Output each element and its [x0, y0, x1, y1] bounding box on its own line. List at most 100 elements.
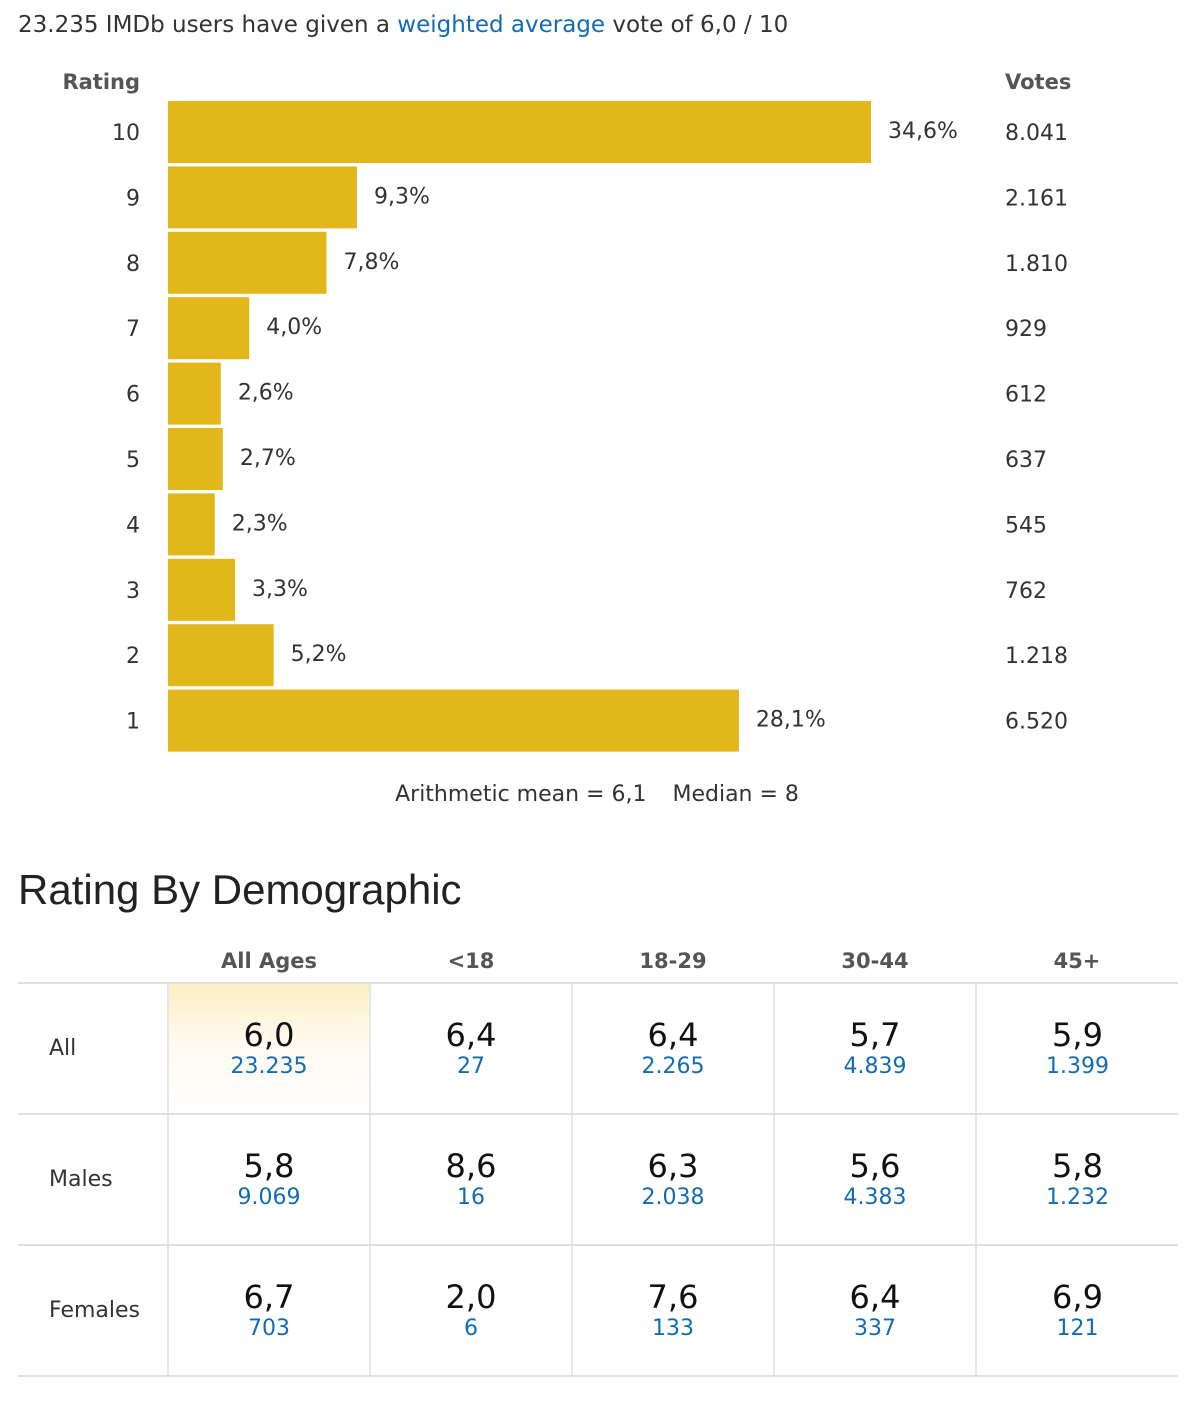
- cell-rating: 5,9: [1052, 1015, 1103, 1054]
- cell-votes-link[interactable]: 2.038: [641, 1184, 705, 1210]
- rating-cell: 6,4 337: [773, 1245, 976, 1377]
- cell-votes-link[interactable]: 337: [854, 1315, 896, 1341]
- votes-count-label: 637: [1005, 448, 1047, 473]
- cell-votes-link[interactable]: 133: [652, 1315, 694, 1341]
- rating-bar: [168, 101, 871, 163]
- cell-rating: 6,4: [849, 1277, 901, 1316]
- column-header: 30-44: [774, 940, 976, 984]
- demographic-table: All Ages <18 18-29 30-44 45+ All 6,0 23.2…: [18, 940, 1178, 1377]
- bar-percent-label: 5,2%: [291, 642, 347, 667]
- votes-count-label: 2.161: [1005, 186, 1068, 211]
- rating-cell: 6,4 2.265: [571, 983, 774, 1115]
- cell-votes-link[interactable]: 703: [248, 1315, 290, 1341]
- votes-count-label: 929: [1005, 317, 1047, 342]
- rating-tick-label: 8: [126, 252, 140, 277]
- rating-cell: 6,3 2.038: [571, 1114, 774, 1246]
- table-row: Females 6,7 703 2,0 6 7,6 133 6,4 337 6,9 121: [18, 1245, 1178, 1377]
- cell-rating: 5,8: [243, 1146, 295, 1185]
- votes-count-label: 8.041: [1005, 121, 1068, 146]
- votes-count-label: 545: [1005, 513, 1047, 538]
- cell-votes-link[interactable]: 2.265: [641, 1053, 705, 1079]
- column-header: <18: [370, 940, 572, 984]
- votes-count-label: 6.520: [1005, 710, 1068, 735]
- rating-cell: 5,6 4.383: [773, 1114, 976, 1246]
- column-header: 18-29: [572, 940, 774, 984]
- cell-votes-link[interactable]: 121: [1056, 1315, 1099, 1341]
- votes-count-label: 1.810: [1005, 252, 1068, 277]
- cell-votes-link[interactable]: 6: [464, 1315, 478, 1341]
- bar-percent-label: 3,3%: [252, 577, 308, 602]
- cell-rating: 5,6: [849, 1146, 901, 1185]
- votes-count-label: 1.218: [1005, 644, 1068, 669]
- cell-votes-link[interactable]: 23.235: [230, 1053, 308, 1079]
- rating-bar: [168, 297, 250, 360]
- rating-cell: 6,4 27: [369, 983, 572, 1115]
- cell-votes-link[interactable]: 1.399: [1046, 1053, 1109, 1079]
- rating-bar: [168, 428, 223, 490]
- bar-percent-label: 2,7%: [240, 446, 296, 471]
- cell-votes-link[interactable]: 16: [457, 1184, 485, 1210]
- cell-rating: 5,8: [1052, 1146, 1103, 1185]
- cell-rating: 6,9: [1052, 1277, 1103, 1316]
- bar-percent-label: 9,3%: [374, 184, 430, 209]
- rating-bar: [168, 624, 274, 687]
- votes-axis-label: Votes: [1005, 70, 1071, 94]
- rating-tick-label: 3: [126, 579, 140, 604]
- rating-cell: 5,8 9.069: [167, 1114, 370, 1246]
- cell-rating: 2,0: [445, 1277, 497, 1316]
- weighted-average-link[interactable]: weighted average: [397, 12, 606, 38]
- rating-cell: 6,0 23.235: [167, 983, 370, 1115]
- rating-cell: 5,9 1.399: [975, 983, 1178, 1115]
- cell-rating: 6,4: [647, 1015, 699, 1054]
- cell-votes-link[interactable]: 4.839: [843, 1053, 907, 1079]
- rating-histogram: Rating Votes 10 34,6% 8.041 9 9,3% 2.161 8 7,8%…: [62, 70, 1071, 752]
- arithmetic-mean: Arithmetic mean = 6,1: [395, 782, 647, 807]
- column-header: 45+: [976, 940, 1178, 984]
- cell-rating: 8,6: [445, 1146, 497, 1185]
- cell-rating: 6,0: [243, 1015, 295, 1054]
- rating-tick-label: 4: [126, 513, 140, 538]
- cell-votes-link[interactable]: 9.069: [237, 1184, 301, 1210]
- column-header: All Ages: [168, 940, 370, 984]
- cell-rating: 7,6: [647, 1277, 699, 1316]
- row-label: Females: [18, 1245, 168, 1377]
- rating-bar: [168, 362, 221, 425]
- rating-cell: 6,7 703: [167, 1245, 370, 1377]
- rating-bar: [168, 558, 236, 621]
- summary-prefix: 23.235 IMDb users have given a: [18, 12, 390, 38]
- bar-percent-label: 2,3%: [232, 511, 288, 536]
- demographic-header-row: All Ages <18 18-29 30-44 45+: [18, 940, 1178, 984]
- demographic-title: Rating By Demographic: [18, 866, 462, 913]
- cell-votes-link[interactable]: 27: [457, 1053, 485, 1079]
- median: Median = 8: [672, 782, 799, 807]
- summary-suffix: vote of 6,0 / 10: [612, 12, 789, 38]
- bar-percent-label: 2,6%: [238, 381, 294, 406]
- header-corner: [18, 940, 168, 984]
- rating-cell: 8,6 16: [369, 1114, 572, 1246]
- rating-tick-label: 7: [126, 317, 140, 342]
- rating-tick-label: 10: [112, 121, 140, 146]
- rating-summary: 23.235 IMDb users have given a weighted …: [18, 12, 788, 38]
- table-row: Males 5,8 9.069 8,6 16 6,3 2.038 5,6 4.383 5…: [18, 1114, 1178, 1246]
- votes-count-label: 612: [1005, 383, 1047, 408]
- cell-rating: 6,4: [445, 1015, 497, 1054]
- cell-rating: 5,7: [849, 1015, 901, 1054]
- rating-bar: [168, 166, 357, 229]
- cell-votes-link[interactable]: 4.383: [843, 1184, 907, 1210]
- rating-cell: 7,6 133: [571, 1245, 774, 1377]
- rating-cell: 5,7 4.839: [773, 983, 976, 1115]
- rating-cell: 2,0 6: [369, 1245, 572, 1377]
- bar-percent-label: 28,1%: [756, 708, 826, 733]
- row-label: All: [18, 983, 168, 1115]
- rating-tick-label: 6: [126, 383, 140, 408]
- rating-tick-label: 2: [126, 644, 140, 669]
- rating-cell: 5,8 1.232: [975, 1114, 1178, 1246]
- rating-bar: [168, 493, 215, 556]
- rating-bar: [168, 689, 739, 752]
- bar-percent-label: 4,0%: [266, 315, 322, 340]
- rating-tick-label: 1: [126, 710, 140, 735]
- table-row: All 6,0 23.235 6,4 27 6,4 2.265 5,7 4.839 5,…: [18, 983, 1178, 1115]
- rating-stats: Arithmetic mean = 6,1 Median = 8: [0, 782, 1194, 807]
- cell-votes-link[interactable]: 1.232: [1046, 1184, 1109, 1210]
- bar-percent-label: 7,8%: [343, 250, 399, 275]
